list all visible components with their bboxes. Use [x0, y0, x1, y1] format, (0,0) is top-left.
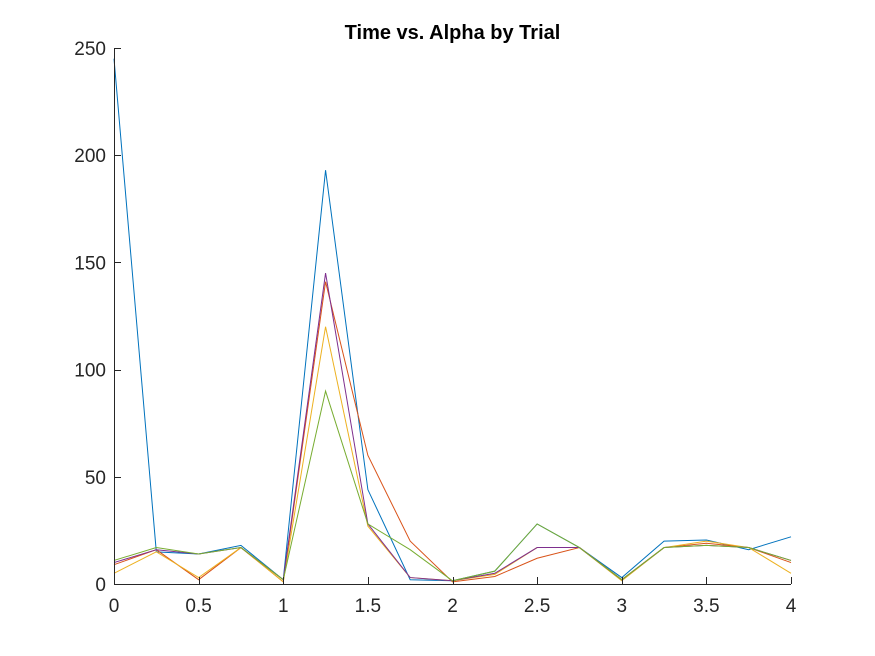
x-tick-label: 1	[278, 596, 289, 617]
x-tick-label: 0	[109, 596, 120, 617]
y-tick-label: 100	[74, 361, 106, 382]
series-layer	[113, 58, 792, 583]
x-tick-label: 3.5	[693, 596, 719, 617]
x-tick-label: 0.5	[185, 596, 211, 617]
series-line-4	[113, 273, 792, 582]
x-tick-label: 4	[786, 596, 797, 617]
axes-layer: 0 0.5 1 1.5 2 2.5 3 3.5 4 0 50 100 150 200 250	[74, 39, 796, 617]
x-tick-label: 2	[447, 596, 458, 617]
x-tick-label: 1.5	[355, 596, 381, 617]
series-line-5	[113, 389, 792, 582]
y-tick-label: 200	[74, 146, 106, 167]
x-tick-label: 2.5	[524, 596, 550, 617]
chart-title: Time vs. Alpha by Trial	[345, 22, 561, 44]
series-line-3	[113, 326, 792, 583]
series-line-2	[113, 281, 792, 583]
y-tick-label: 250	[74, 39, 106, 60]
x-tick-label: 3	[616, 596, 627, 617]
y-tick-label: 0	[95, 575, 106, 596]
y-tick-label: 150	[74, 253, 106, 274]
series-line-1	[113, 58, 792, 582]
y-tick-label: 50	[85, 468, 106, 489]
